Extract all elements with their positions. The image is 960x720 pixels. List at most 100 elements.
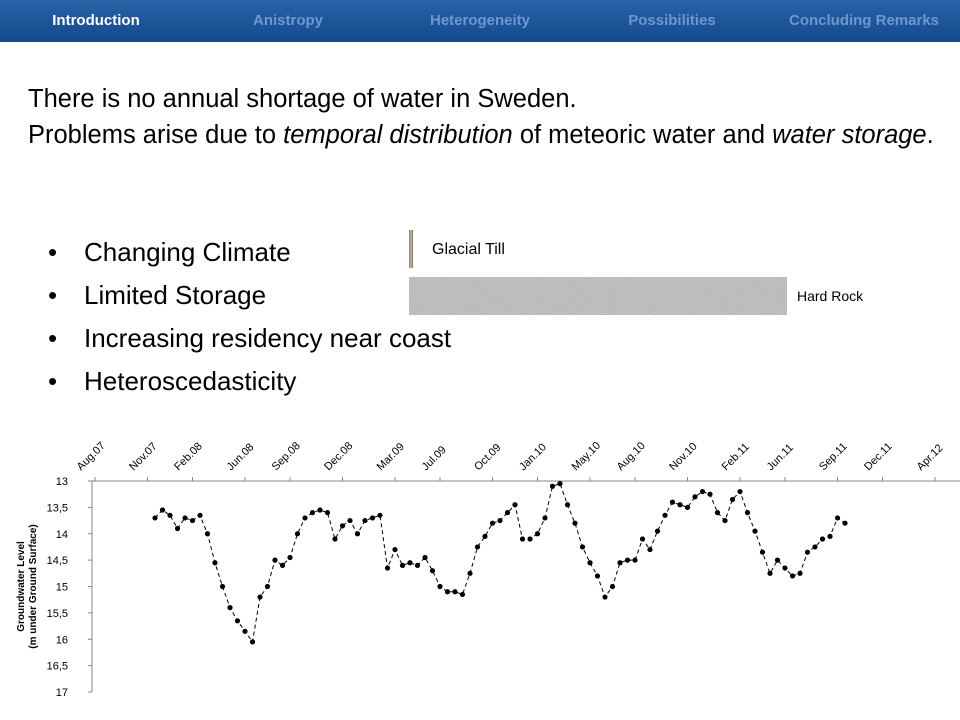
data-point [804, 549, 811, 555]
data-point [557, 481, 563, 487]
text-run: of meteoric water and [512, 121, 773, 149]
bullet-list: Changing ClimateLimited StorageIncreasin… [48, 232, 451, 404]
x-tick-label: Aug.10 [615, 440, 648, 473]
x-tick-label: May.10 [570, 440, 603, 473]
data-point [189, 517, 196, 524]
data-point [684, 504, 691, 510]
data-point [617, 560, 623, 566]
x-tick-label: Oct.09 [472, 442, 503, 473]
data-point [347, 517, 353, 524]
data-point [377, 512, 383, 518]
y-tick-label: 15 [56, 582, 68, 594]
x-tick-label: Dec.08 [322, 440, 355, 473]
data-point [354, 531, 361, 537]
data-point [384, 565, 391, 571]
data-point [759, 549, 766, 555]
nav-item: Heterogeneity [429, 12, 531, 29]
data-point [257, 594, 263, 600]
data-point [797, 570, 803, 576]
data-point [752, 528, 758, 534]
data-point [594, 573, 601, 579]
y-axis-label: Groundwater Level(m under Ground Surface… [16, 524, 39, 648]
data-point [789, 573, 796, 579]
data-point [234, 618, 241, 624]
data-point [707, 491, 713, 497]
x-tick-label: Sep.11 [817, 441, 850, 474]
data-point [549, 483, 556, 489]
data-point [467, 570, 473, 576]
data-point [669, 499, 676, 505]
data-point [272, 557, 278, 563]
x-tick-label: Nov.10 [667, 441, 700, 474]
x-tick-label: Feb.11 [720, 441, 752, 473]
data-point [489, 520, 496, 526]
paragraph: Problems arise due to temporal distribut… [28, 120, 948, 150]
y-tick-label: 13 [56, 476, 68, 488]
data-point [174, 525, 181, 532]
y-tick-label: 15,5 [47, 608, 68, 620]
data-point [399, 562, 406, 569]
data-point [737, 488, 743, 495]
data-point [219, 583, 226, 590]
data-point [639, 536, 646, 542]
nav-item: Possibilities [628, 12, 716, 29]
paragraph: There is no annual shortage of water in … [28, 84, 948, 114]
data-point [602, 594, 608, 600]
data-point [332, 536, 338, 542]
data-point [324, 510, 331, 516]
x-tick-label: Mar.09 [375, 441, 407, 473]
data-point [437, 583, 443, 590]
x-tick-label: Jul.09 [420, 444, 449, 473]
data-point [339, 523, 346, 529]
data-point [579, 544, 586, 550]
text-run: Problems arise due to [28, 121, 284, 149]
y-tick-label: 16 [56, 634, 68, 646]
data-point [504, 510, 511, 516]
data-point [662, 512, 668, 518]
data-point [287, 554, 293, 561]
x-tick-label: Feb.08 [172, 440, 205, 473]
nav-item: Anistropy [252, 12, 323, 29]
data-point [459, 591, 466, 598]
data-point [249, 639, 256, 645]
data-point [182, 515, 188, 521]
data-point [692, 494, 698, 500]
x-tick-label: Jun.08 [225, 441, 257, 473]
data-point [767, 570, 773, 576]
y-axis-label-line: (m under Ground Surface) [28, 524, 39, 648]
data-point [812, 544, 818, 550]
data-point [302, 515, 308, 521]
x-tick-label: Apr.12 [915, 442, 946, 473]
data-point [834, 515, 841, 521]
data-point [827, 533, 833, 539]
data-point [512, 502, 518, 508]
bullet-item: Increasing residency near coast [48, 318, 451, 361]
data-point [317, 507, 323, 513]
y-tick-label: 17 [56, 687, 68, 699]
data-point [212, 560, 218, 566]
paragraphs: There is no annual shortage of water in … [28, 84, 948, 156]
bullet-item: Changing Climate [48, 232, 451, 275]
data-point [482, 533, 488, 539]
data-point [714, 510, 721, 516]
nav-bar: Introduction Anistropy Heterogeneity Possib… [0, 0, 960, 42]
data-point [227, 605, 233, 611]
data-point [729, 496, 736, 503]
text-run: There is no annual shortage of water in … [28, 85, 577, 113]
data-point [527, 536, 533, 542]
x-tick-label: Aug.07 [75, 440, 108, 473]
data-point [204, 531, 211, 537]
text-run: water storage [772, 121, 927, 149]
y-tick-label: 16,5 [47, 661, 68, 673]
data-point [587, 560, 593, 566]
data-point [624, 557, 631, 563]
data-point [699, 488, 706, 495]
text-run: temporal distribution [283, 121, 513, 149]
data-point [572, 520, 578, 526]
data-point [369, 515, 376, 521]
y-tick-label: 13,5 [47, 502, 68, 514]
glacial-till-strip [409, 230, 413, 268]
data-point [774, 557, 781, 563]
y-tick-label: 14,5 [47, 555, 68, 567]
